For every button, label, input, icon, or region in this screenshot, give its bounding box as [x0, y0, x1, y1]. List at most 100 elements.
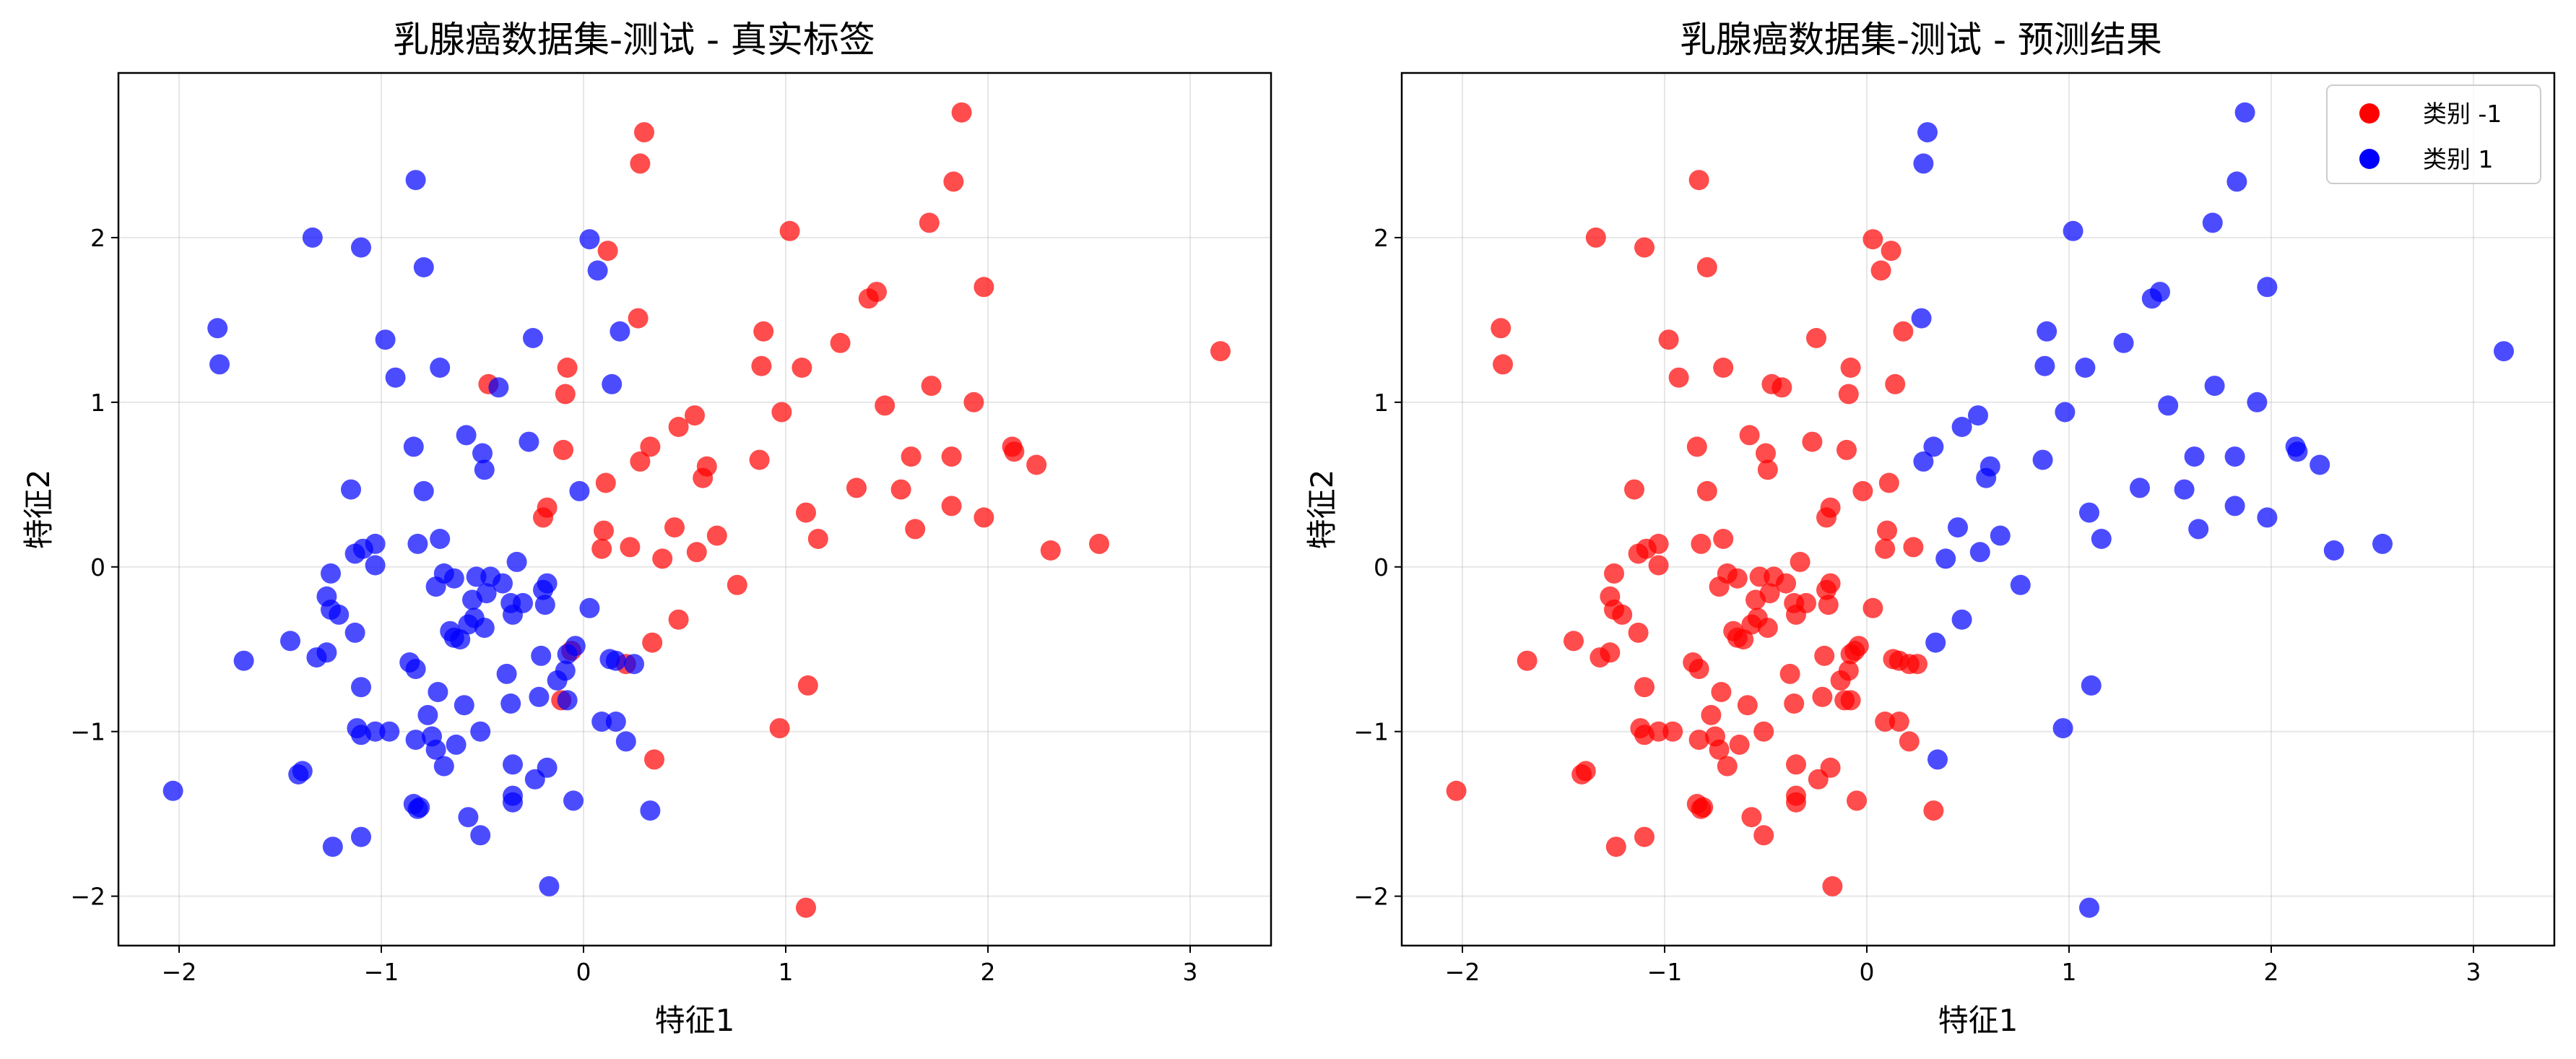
scatter-point — [450, 629, 471, 650]
scatter-point — [779, 220, 800, 241]
scatter-point — [1893, 321, 1914, 342]
x-tick-label: 1 — [2062, 958, 2077, 986]
scatter-point — [1907, 654, 1927, 675]
scatter-point — [405, 170, 426, 191]
scatter-point — [209, 354, 230, 375]
scatter-point — [1913, 153, 1934, 174]
scatter-point — [1026, 454, 1047, 475]
scatter-point — [2034, 355, 2055, 376]
scatter-point — [2174, 479, 2195, 500]
y-tick-label: −2 — [70, 883, 105, 911]
scatter-point — [2184, 446, 2205, 467]
scatter-point — [2055, 402, 2076, 423]
scatter-point — [846, 477, 867, 498]
x-tick-label: 0 — [1860, 958, 1875, 986]
scatter-point — [630, 451, 651, 472]
scatter-point — [591, 538, 612, 559]
scatter-point — [322, 837, 343, 857]
scatter-point — [1822, 876, 1843, 896]
scatter-point — [1862, 229, 1883, 250]
scatter-point — [321, 563, 341, 584]
scatter-point — [751, 355, 772, 376]
scatter-point — [385, 367, 406, 388]
scatter-point — [351, 237, 371, 258]
scatter-point — [470, 825, 491, 846]
legend-box — [2326, 85, 2541, 184]
scatter-point — [2079, 502, 2099, 523]
scatter-point — [615, 731, 636, 752]
scatter-point — [1830, 670, 1851, 691]
scatter-point — [727, 574, 747, 595]
scatter-point — [1729, 734, 1750, 755]
scatter-point — [1491, 318, 1512, 339]
scatter-point — [430, 529, 451, 549]
scatter-point — [797, 675, 818, 696]
scatter-point — [2075, 358, 2096, 378]
scatter-point — [587, 260, 608, 281]
scatter-point — [1923, 436, 1944, 457]
scatter-point — [1852, 480, 1873, 501]
scatter-point — [351, 725, 371, 745]
scatter-point — [2010, 574, 2031, 595]
scatter-point — [2079, 897, 2099, 918]
scatter-point — [1862, 597, 1883, 618]
y-axis-ticks: −2 −1 0 1 2 — [70, 224, 118, 911]
scatter-point — [1808, 769, 1829, 790]
scatter-point — [496, 663, 517, 684]
scatter-point — [769, 718, 790, 739]
scatter-point — [1696, 257, 1717, 277]
scatter-point — [413, 257, 434, 277]
scatter-point — [807, 529, 828, 549]
scatter-point — [905, 519, 926, 540]
scatter-point — [1786, 754, 1806, 775]
scatter-point — [1688, 730, 1709, 751]
scatter-point — [1875, 712, 1896, 732]
subplot-title: 乳腺癌数据集-测试 - 真实标签 — [393, 19, 875, 61]
scatter-point — [417, 704, 438, 725]
scatter-point — [796, 897, 816, 918]
scatter-point — [1686, 436, 1707, 457]
scatter-point — [1210, 341, 1231, 362]
subplot-title: 乳腺癌数据集-测试 - 预测结果 — [1680, 19, 2162, 61]
scatter-point — [1786, 792, 1806, 813]
scatter-point — [2257, 507, 2278, 528]
scatter-point — [2224, 446, 2245, 467]
scatter-point — [1745, 589, 1766, 610]
scatter-point — [1709, 739, 1730, 760]
scatter-point — [579, 597, 600, 618]
legend-marker-class-1 — [2359, 149, 2380, 169]
scatter-point — [1779, 663, 1800, 684]
scatter-point — [503, 604, 523, 625]
scatter-point — [1776, 573, 1796, 594]
scatter-point — [456, 425, 477, 446]
scatter-point — [1517, 650, 1538, 671]
scatter-point — [557, 690, 578, 711]
scatter-point — [642, 632, 663, 653]
scatter-point — [640, 800, 661, 821]
scatter-point — [569, 480, 590, 501]
subplot-true-labels: 乳腺癌数据集-测试 - 真实标签 −2 −1 0 1 2 3 −2 −1 0 1 2 特征1 特征… — [21, 19, 1272, 1038]
scatter-point — [1634, 237, 1655, 258]
scatter-point — [644, 749, 664, 770]
scatter-point — [664, 517, 685, 538]
scatter-point — [344, 543, 365, 564]
scatter-point — [2091, 529, 2112, 549]
grid-lines — [1402, 73, 2554, 946]
x-axis-ticks: −2 −1 0 1 2 3 — [162, 946, 1198, 986]
scatter-point — [529, 686, 550, 707]
scatter-point — [1899, 731, 1920, 752]
x-tick-label: 1 — [779, 958, 794, 986]
scatter-point — [1628, 622, 1649, 643]
scatter-point — [1691, 533, 1712, 554]
scatter-point — [1968, 405, 1988, 426]
x-tick-label: −2 — [162, 958, 197, 986]
scatter-point — [531, 645, 552, 666]
scatter-point — [1840, 690, 1861, 711]
x-tick-label: 0 — [576, 958, 591, 986]
scatter-point — [430, 358, 451, 378]
scatter-point — [2323, 540, 2344, 561]
scatter-point — [1004, 441, 1025, 462]
scatter-point — [162, 780, 183, 801]
scatter-point — [594, 520, 614, 541]
